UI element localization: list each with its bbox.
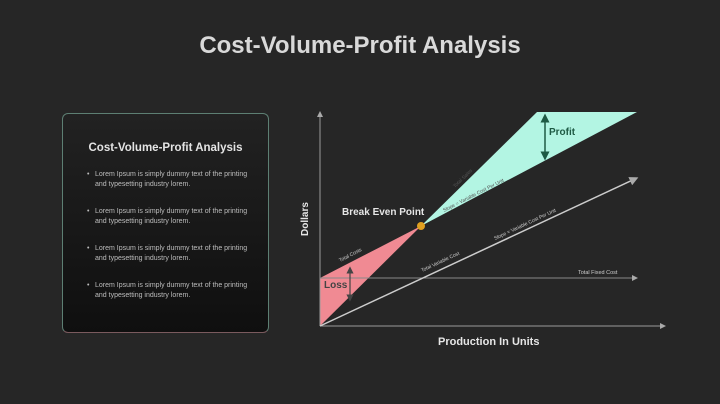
info-card: Cost-Volume-Profit Analysis Lorem Ipsum … <box>62 113 269 333</box>
bullet: Lorem Ipsum is simply dummy text of the … <box>87 244 255 264</box>
bullet: Lorem Ipsum is simply dummy text of the … <box>87 170 255 190</box>
profit-label: Profit <box>549 127 576 138</box>
slope-variable-label: Slope = Variable Cost Per Unit <box>493 208 557 242</box>
variable-cost-line <box>319 177 639 327</box>
card-heading: Cost-Volume-Profit Analysis <box>88 142 243 154</box>
profit-area <box>421 112 637 226</box>
total-fixed-cost-label: Total Fixed Cost <box>578 270 618 276</box>
loss-area <box>320 226 421 326</box>
bullet: Lorem Ipsum is simply dummy text of the … <box>87 207 255 227</box>
bullet: Lorem Ipsum is simply dummy text of the … <box>87 281 255 301</box>
page-title: Cost-Volume-Profit Analysis <box>199 32 521 59</box>
x-axis-label: Production In Units <box>438 336 539 348</box>
break-even-marker <box>417 222 425 230</box>
loss-label: Loss <box>324 280 348 291</box>
y-axis-label: Dollars <box>300 202 311 236</box>
break-even-label: Break Even Point <box>342 207 425 218</box>
